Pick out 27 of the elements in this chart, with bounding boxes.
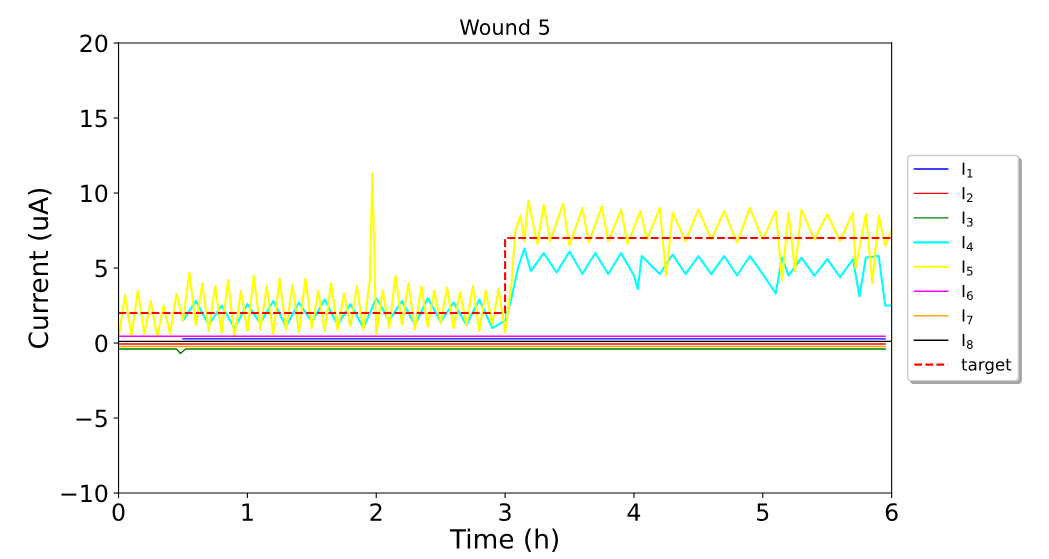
y-axis-title: Current (uA) [27,188,52,348]
line-series [181,247,892,330]
legend-label: I$_{1}$ [962,162,973,178]
x-tick-label: 5 [757,503,769,522]
x-tick-label: 4 [627,503,641,521]
y-tick-label: 15 [81,109,107,128]
legend-label: I$_{2}$ [962,187,973,202]
legend-label: I$_{7}$ [962,309,973,325]
chart-title: Wound 5 [459,18,550,36]
x-tick-label: 6 [885,503,898,522]
legend-label: I$_{6}$ [962,284,973,300]
y-tick-label: 5 [95,259,107,278]
legend-label: I$_{8}$ [962,333,973,349]
y-tick-label: −10 [61,484,108,503]
x-axis-title: Time (h) [449,528,558,552]
legend-label: I$_{4}$ [962,236,973,251]
legend-label: target [961,358,1012,374]
legend-label: I$_{3}$ [962,211,973,227]
x-tick-label: 2 [370,503,382,521]
legend-label: I$_{5}$ [962,260,973,276]
y-tick-label: 20 [80,34,108,53]
y-tick-label: −5 [76,409,107,428]
y-tick-label: 10 [81,184,108,203]
x-tick-label: 1 [242,503,253,521]
x-tick-label: 3 [499,503,511,522]
y-tick-label: 0 [95,334,108,353]
x-tick-label: 0 [112,503,125,522]
